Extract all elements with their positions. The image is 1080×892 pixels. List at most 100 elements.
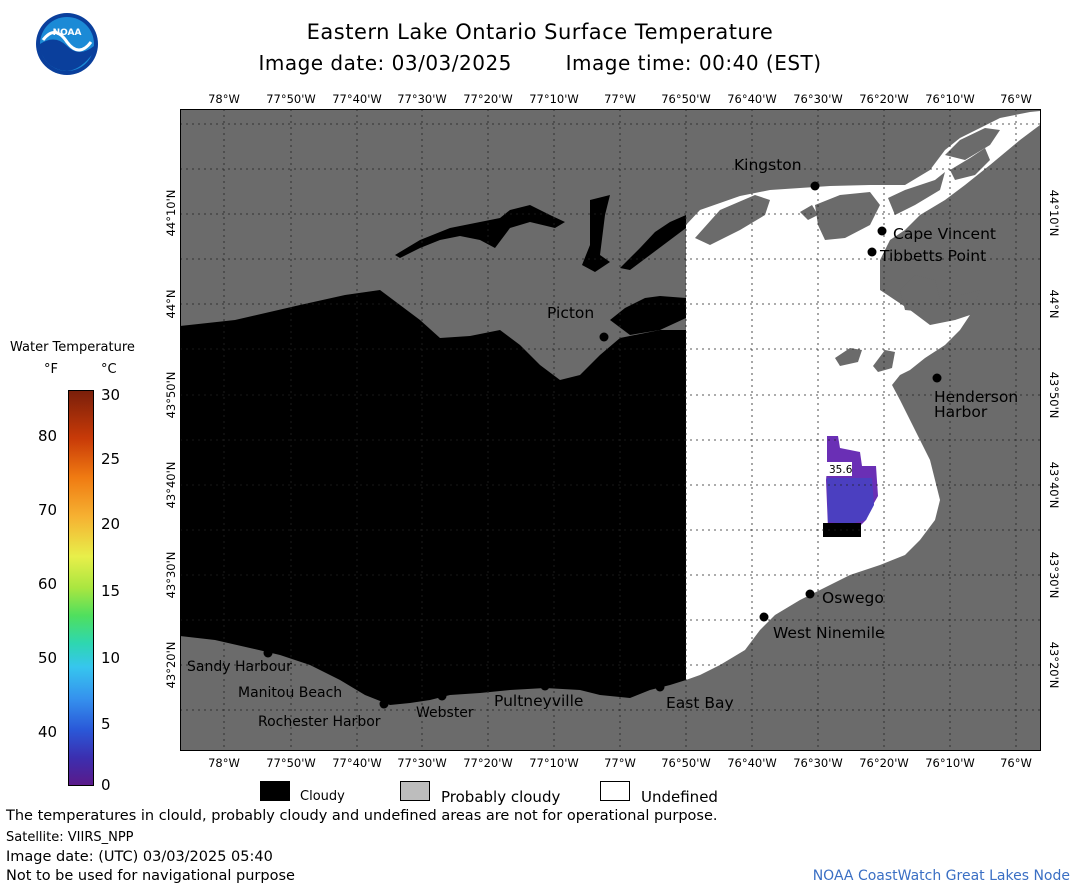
manitou-beach-marker <box>337 670 347 680</box>
cloud-area <box>610 296 686 335</box>
f-tick: 80 <box>38 427 58 445</box>
image-date: Image date: 03/03/2025 <box>258 51 512 75</box>
place-label: Webster <box>416 705 474 721</box>
f-tick: 50 <box>38 649 58 667</box>
oswego-marker <box>805 589 815 599</box>
f-tick: 70 <box>38 501 58 519</box>
lat-label-right: 43°30'N <box>1047 551 1061 599</box>
lat-label-right: 44°N <box>1047 289 1061 319</box>
measurement-box <box>826 462 852 476</box>
colorbar-c-unit: °C <box>101 362 117 377</box>
sandy-harbour-marker <box>263 648 273 658</box>
kingston-marker <box>810 181 820 191</box>
tibbetts-point-marker <box>867 247 877 257</box>
lon-label-bottom: 77°40'W <box>332 756 382 770</box>
place-label: Picton <box>547 304 594 322</box>
legend-swatch-probably-cloudy <box>400 781 430 801</box>
lon-label-bottom: 76°W <box>1000 756 1032 770</box>
place-label: Henderson <box>934 388 1018 406</box>
lon-label-bottom: 76°50'W <box>661 756 711 770</box>
legend-swatch-undefined <box>600 781 630 801</box>
colorbar <box>68 390 94 786</box>
c-tick: 30 <box>101 386 121 404</box>
lon-label-top: 76°20'W <box>859 92 909 106</box>
cloud-area <box>582 195 610 272</box>
f-tick: 40 <box>38 723 58 741</box>
island <box>835 348 862 366</box>
island <box>800 205 818 220</box>
island <box>900 275 940 312</box>
picton-marker <box>599 332 609 342</box>
lon-label-bottom: 76°30'W <box>793 756 843 770</box>
footer-utc-date: Image date: (UTC) 03/03/2025 05:40 <box>6 849 273 865</box>
island <box>945 128 1000 160</box>
island <box>950 148 990 180</box>
page-title: Eastern Lake Ontario Surface Temperature <box>306 20 774 44</box>
temperature-patch <box>827 478 874 524</box>
lat-label-left: 43°50'N <box>164 371 178 419</box>
lat-label-right: 43°50'N <box>1047 371 1061 419</box>
lon-label-top: 78°W <box>208 92 240 106</box>
lon-label-bottom: 76°20'W <box>859 756 909 770</box>
lon-label-bottom: 78°W <box>208 756 240 770</box>
c-tick: 20 <box>101 515 121 533</box>
east-bay-marker <box>655 682 665 692</box>
cloud-area <box>620 215 686 270</box>
place-label: Oswego <box>822 589 884 607</box>
noaa-logo-text: NOAA <box>53 28 82 38</box>
lon-label-top: 77°W <box>604 92 636 106</box>
island <box>815 192 880 240</box>
lon-label-bottom: 77°10'W <box>529 756 579 770</box>
footer-note: The temperatures in clould, probably clo… <box>6 808 718 824</box>
cloud-area <box>180 290 686 705</box>
footer-satellite: Satellite: VIIRS_NPP <box>6 830 134 845</box>
lat-label-right: 43°40'N <box>1047 461 1061 509</box>
lat-label-left: 43°40'N <box>164 461 178 509</box>
legend-label-cloudy: Cloudy <box>300 789 345 804</box>
lat-label-left: 43°20'N <box>164 641 178 689</box>
lon-label-bottom: 77°30'W <box>397 756 447 770</box>
lon-label-top: 77°50'W <box>266 92 316 106</box>
image-time: Image time: 00:40 (EST) <box>565 51 822 75</box>
west-ninemile-marker <box>759 612 769 622</box>
island <box>695 195 770 245</box>
lon-label-top: 76°50'W <box>661 92 711 106</box>
place-label: Sandy Harbour <box>187 659 292 675</box>
lon-label-top: 76°30'W <box>793 92 843 106</box>
c-tick: 25 <box>101 450 121 468</box>
place-label: Manitou Beach <box>238 685 342 701</box>
henderson-harbor-marker <box>932 373 942 383</box>
lat-label-left: 43°30'N <box>164 551 178 599</box>
lon-label-bottom: 77°20'W <box>463 756 513 770</box>
cape-vincent-marker <box>877 226 887 236</box>
credit-link[interactable]: NOAA CoastWatch Great Lakes Node <box>812 868 1070 884</box>
place-markers <box>263 181 942 709</box>
lat-label-left: 44°10'N <box>164 189 178 237</box>
footer-nav-warning: Not to be used for navigational purpose <box>6 868 295 884</box>
rochester-harbor-marker <box>379 699 389 709</box>
lake-map[interactable]: Kingston Cape Vincent Tibbetts Point Pic… <box>180 109 1041 751</box>
undefined-area <box>686 111 1040 680</box>
cloud-area <box>395 205 565 258</box>
lon-label-top: 77°10'W <box>529 92 579 106</box>
place-label: Cape Vincent <box>893 225 996 243</box>
lon-label-top: 76°40'W <box>727 92 777 106</box>
island <box>935 290 980 320</box>
lon-label-bottom: 76°10'W <box>925 756 975 770</box>
c-tick: 15 <box>101 582 121 600</box>
lon-label-top: 77°30'W <box>397 92 447 106</box>
place-label: Rochester Harbor <box>258 714 381 730</box>
place-label: Pultneyville <box>494 692 583 710</box>
c-tick: 10 <box>101 649 121 667</box>
f-tick: 60 <box>38 575 58 593</box>
colorbar-title: Water Temperature <box>10 340 135 355</box>
lat-label-right: 44°10'N <box>1047 189 1061 237</box>
island <box>888 172 945 215</box>
place-label: Tibbetts Point <box>879 247 986 265</box>
measurement-value: 35.6 <box>829 464 853 476</box>
lon-label-bottom: 76°40'W <box>727 756 777 770</box>
lon-label-bottom: 77°W <box>604 756 636 770</box>
pultneyville-marker <box>540 681 550 691</box>
c-tick: 5 <box>101 715 111 733</box>
noaa-logo: NOAA <box>36 13 98 75</box>
